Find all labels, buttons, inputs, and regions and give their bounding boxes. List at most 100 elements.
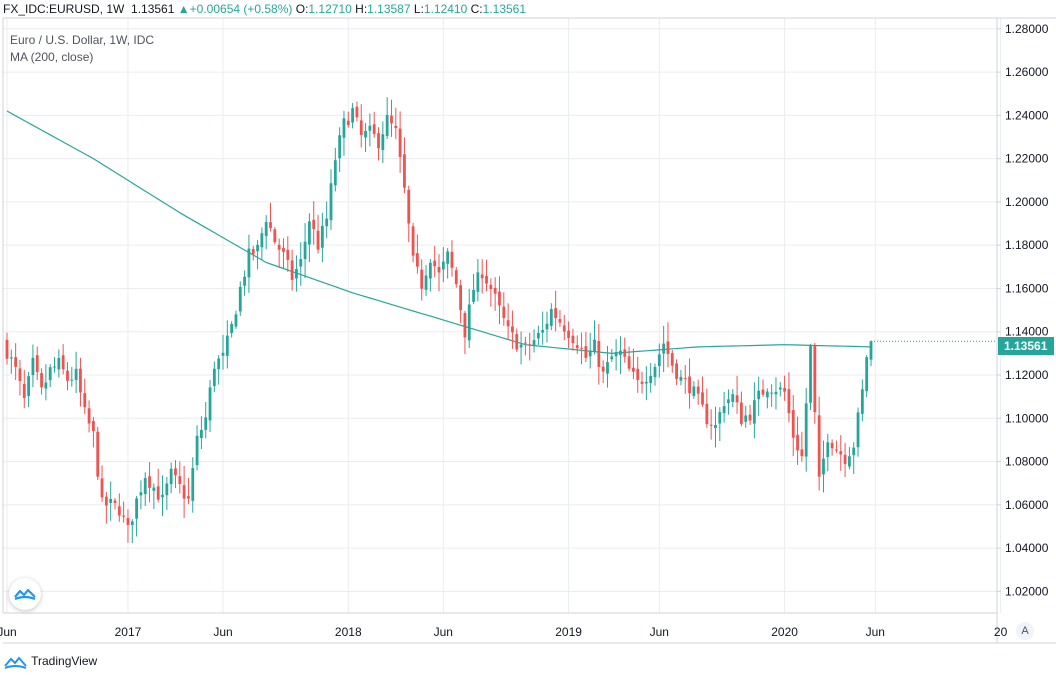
candle bbox=[692, 381, 696, 399]
symbol-label[interactable]: FX_IDC:EURUSD, 1W bbox=[3, 2, 125, 16]
candle bbox=[740, 391, 743, 427]
candle bbox=[169, 462, 173, 494]
candle bbox=[333, 147, 337, 192]
candle-body bbox=[467, 304, 471, 341]
candle-body bbox=[744, 415, 748, 422]
candle bbox=[44, 364, 48, 401]
low-value: 1.12410 bbox=[423, 2, 468, 16]
candle-body bbox=[804, 403, 808, 457]
candle-body bbox=[813, 345, 817, 413]
candle-body bbox=[385, 114, 389, 136]
candle bbox=[433, 245, 437, 278]
candle bbox=[221, 334, 225, 370]
candle-body bbox=[515, 334, 519, 350]
candle-body bbox=[670, 353, 674, 366]
candle-body bbox=[338, 135, 342, 159]
candle bbox=[53, 357, 56, 373]
candle-body bbox=[459, 285, 462, 311]
candle-body bbox=[800, 449, 804, 457]
candle-body bbox=[92, 420, 95, 432]
candle bbox=[14, 343, 18, 380]
auto-scale-button[interactable]: A bbox=[1016, 622, 1034, 640]
candle-body bbox=[200, 429, 203, 438]
candle bbox=[809, 343, 812, 410]
candle-body bbox=[113, 500, 117, 504]
candle bbox=[355, 101, 359, 122]
candle bbox=[649, 363, 653, 393]
candle-body bbox=[104, 496, 108, 506]
candle bbox=[446, 248, 450, 279]
candle-body bbox=[865, 357, 869, 392]
candle bbox=[148, 462, 151, 503]
candle bbox=[130, 519, 134, 544]
candle bbox=[390, 99, 393, 137]
candle-body bbox=[156, 486, 160, 500]
candle-body bbox=[752, 400, 756, 424]
candle-body bbox=[57, 357, 61, 370]
candle bbox=[519, 331, 523, 365]
low-label: L: bbox=[413, 2, 424, 16]
candle-body bbox=[580, 347, 583, 349]
series-legend[interactable]: Euro / U.S. Dollar, 1W, IDC bbox=[10, 33, 155, 47]
candle bbox=[312, 201, 316, 245]
brand-footer[interactable]: TradingView bbox=[4, 654, 97, 669]
candle-body bbox=[135, 498, 138, 519]
candle bbox=[597, 324, 601, 385]
candle bbox=[860, 379, 864, 422]
y-tick-label: 1.06000 bbox=[1005, 498, 1049, 512]
candle-body bbox=[735, 395, 739, 403]
candle bbox=[437, 254, 441, 292]
candle-body bbox=[485, 275, 488, 284]
candle bbox=[208, 380, 212, 432]
candle bbox=[744, 405, 748, 428]
candle-body bbox=[53, 366, 56, 368]
candle-body bbox=[364, 131, 367, 138]
candle-body bbox=[14, 357, 18, 367]
candle bbox=[22, 369, 26, 409]
candle bbox=[70, 366, 74, 387]
indicator-legend[interactable]: MA (200, close) bbox=[10, 50, 94, 64]
candle-body bbox=[66, 370, 69, 381]
candle bbox=[774, 377, 778, 410]
candle bbox=[822, 440, 825, 493]
candle-body bbox=[152, 487, 156, 491]
candle-body bbox=[407, 189, 411, 224]
tradingview-logo-button[interactable] bbox=[9, 578, 41, 610]
candle bbox=[286, 236, 290, 272]
candles-layer bbox=[5, 97, 997, 544]
candle bbox=[351, 102, 354, 129]
candle-body bbox=[290, 260, 294, 280]
candle-body bbox=[148, 476, 151, 488]
high-label: H: bbox=[355, 2, 368, 16]
candle bbox=[485, 259, 488, 292]
candle bbox=[549, 303, 553, 331]
candle bbox=[498, 276, 501, 325]
candle-body bbox=[372, 124, 376, 134]
candle bbox=[411, 222, 415, 263]
candle bbox=[346, 111, 350, 128]
candle-body bbox=[122, 515, 126, 517]
candle bbox=[856, 407, 860, 457]
candle bbox=[273, 227, 277, 245]
candle-body bbox=[433, 260, 437, 267]
candle bbox=[593, 320, 596, 355]
ma-line-layer bbox=[6, 110, 872, 355]
candle-body bbox=[437, 266, 441, 273]
candle bbox=[299, 242, 303, 286]
candle-body bbox=[169, 468, 173, 485]
candle-body bbox=[174, 468, 177, 476]
candle bbox=[848, 447, 851, 470]
candle bbox=[623, 337, 627, 363]
candle-body bbox=[610, 356, 614, 360]
candle bbox=[48, 364, 52, 388]
y-tick-label: 1.24000 bbox=[1005, 108, 1049, 122]
candle bbox=[204, 402, 208, 439]
candle bbox=[765, 388, 769, 409]
candle-body bbox=[342, 118, 346, 138]
candle-body bbox=[208, 387, 212, 421]
candle bbox=[791, 395, 795, 457]
candle-body bbox=[178, 476, 182, 484]
candle-body bbox=[601, 366, 605, 372]
candle-body bbox=[390, 115, 393, 124]
